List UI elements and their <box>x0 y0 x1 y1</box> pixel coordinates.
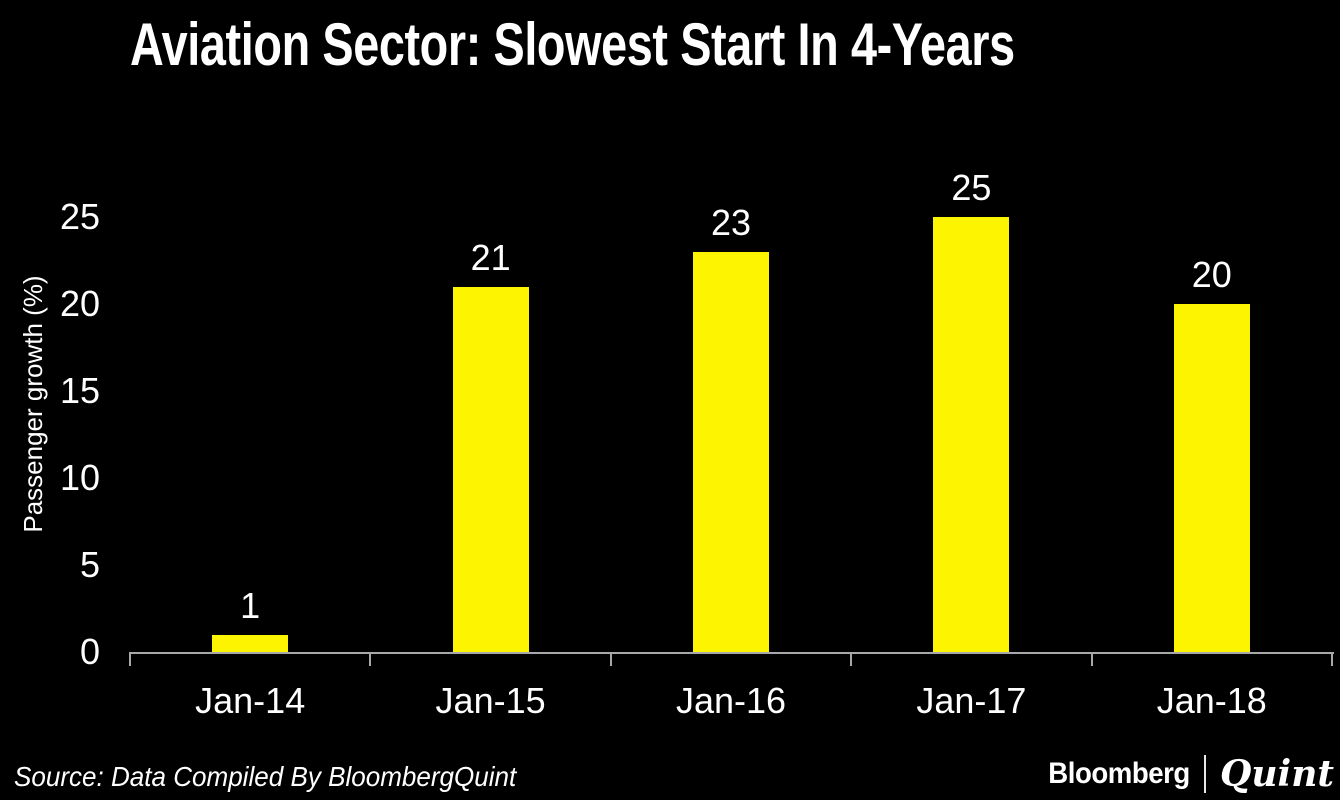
bar-value-label: 25 <box>951 167 992 208</box>
bar-value-label: 23 <box>710 202 752 243</box>
bar <box>212 635 289 652</box>
x-axis-tick <box>369 652 372 666</box>
x-axis-tick <box>850 652 853 666</box>
chart-title: Aviation Sector: Slowest Start In 4-Year… <box>130 11 1015 78</box>
x-tick-label: Jan-14 <box>195 680 306 721</box>
x-axis-tick <box>1331 652 1333 666</box>
x-tick-label: Jan-15 <box>435 680 546 721</box>
bar <box>452 287 529 652</box>
quint-logo: Quint <box>1219 753 1334 795</box>
bar <box>933 217 1010 652</box>
x-tick-label: Jan-17 <box>916 680 1027 721</box>
x-tick-label: Jan-16 <box>675 680 787 721</box>
x-tick-label: Jan-18 <box>1156 680 1267 721</box>
y-tick-label: 20 <box>59 283 100 324</box>
bar <box>1173 304 1250 652</box>
x-axis-tick <box>129 652 131 666</box>
x-axis-tick <box>1090 652 1093 666</box>
y-tick-label: 25 <box>59 196 100 237</box>
bloombergquint-logo: Bloomberg Quint <box>1036 753 1334 795</box>
bloomberg-logo: Bloomberg <box>1048 757 1190 790</box>
x-axis-tick <box>609 652 612 666</box>
source-note: Source: Data Compiled By BloombergQuint <box>14 761 517 792</box>
bar <box>693 252 769 652</box>
logo-divider <box>1203 755 1206 793</box>
bar-value-label: 1 <box>240 585 261 626</box>
bar-value-label: 20 <box>1191 254 1232 295</box>
y-tick-label: 0 <box>79 631 100 672</box>
y-tick-label: 10 <box>59 457 100 498</box>
x-axis-line <box>130 652 1334 654</box>
bar-value-label: 21 <box>470 237 511 278</box>
y-tick-label: 5 <box>79 544 100 585</box>
y-tick-label: 15 <box>59 370 100 411</box>
